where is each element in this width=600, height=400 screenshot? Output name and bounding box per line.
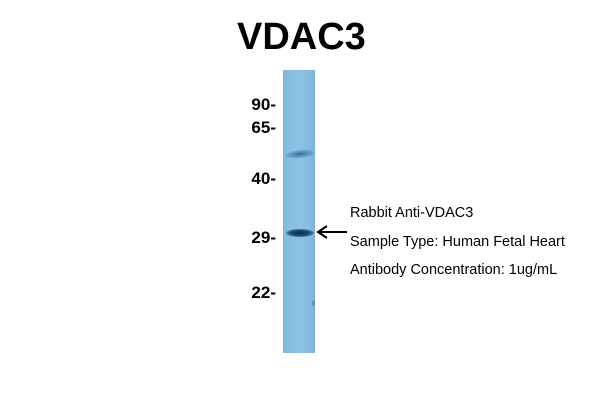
blot-band-main bbox=[286, 229, 314, 237]
blot-lane bbox=[283, 70, 315, 353]
annotation-sample-type: Sample Type: Human Fetal Heart bbox=[350, 234, 565, 250]
annotation-concentration: Antibody Concentration: 1ug/mL bbox=[350, 262, 558, 278]
marker-40: 40- bbox=[251, 169, 276, 188]
blot-speck bbox=[312, 300, 315, 306]
figure-title: VDAC3 bbox=[237, 16, 366, 58]
marker-90: 90- bbox=[251, 95, 276, 114]
marker-22: 22- bbox=[251, 283, 276, 302]
marker-29: 29- bbox=[251, 228, 276, 247]
arrow-left-icon bbox=[316, 225, 347, 239]
marker-65: 65- bbox=[251, 118, 276, 137]
annotation-antibody: Rabbit Anti-VDAC3 bbox=[350, 205, 474, 221]
